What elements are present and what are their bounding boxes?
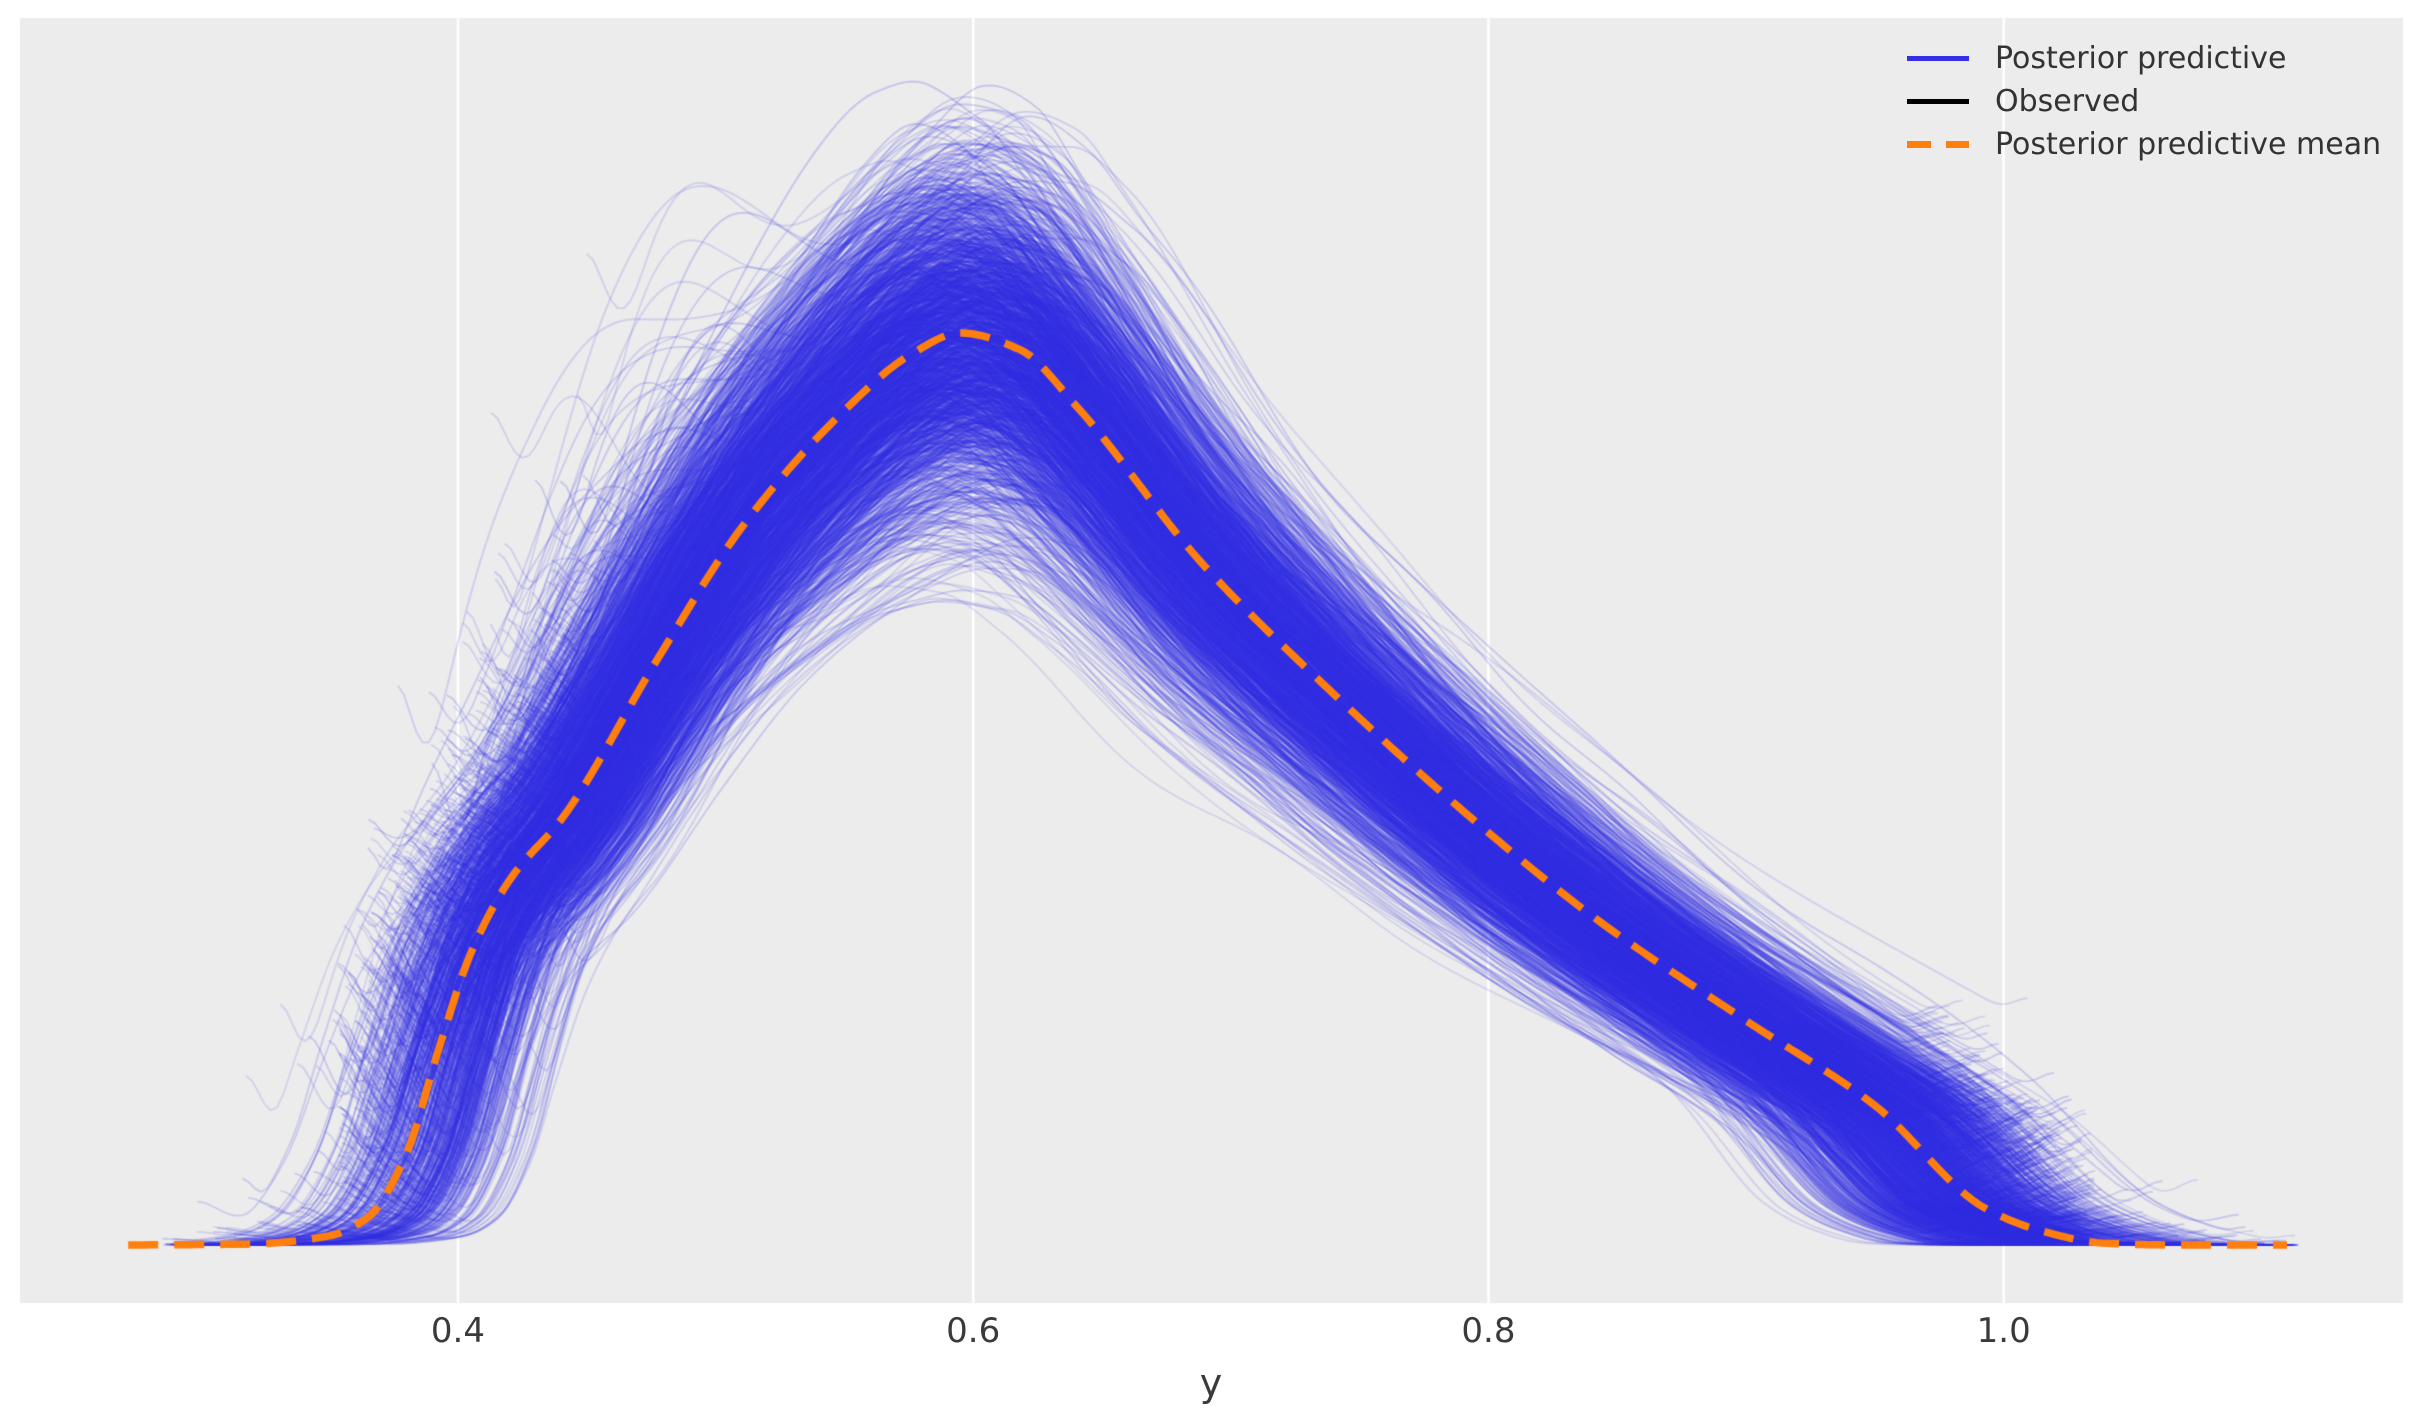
legend-item-posterior-predictive-mean: Posterior predictive mean [1907,123,2381,166]
legend-item-observed: Observed [1907,80,2381,123]
x-axis-label: y [1199,1361,1223,1405]
legend-label-posterior-predictive: Posterior predictive [1995,41,2287,76]
legend-line-posterior-predictive-icon [1907,56,1969,61]
legend-line-observed-icon [1907,99,1969,104]
legend-line-posterior-predictive-mean-icon [1907,141,1969,148]
legend-label-observed: Observed [1995,84,2140,119]
legend: Posterior predictive Observed Posterior … [1907,37,2381,166]
legend-item-posterior-predictive: Posterior predictive [1907,37,2381,80]
legend-label-posterior-predictive-mean: Posterior predictive mean [1995,127,2382,162]
